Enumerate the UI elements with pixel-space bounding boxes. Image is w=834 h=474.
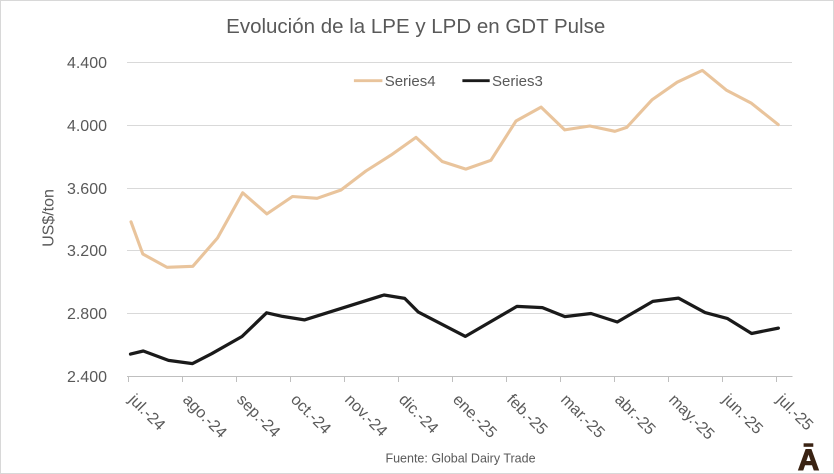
svg-text:Evolución de la LPE y LPD en G: Evolución de la LPE y LPD en GDT Pulse (226, 15, 605, 38)
svg-text:4.000: 4.000 (67, 118, 107, 135)
svg-text:4.400: 4.400 (67, 55, 107, 72)
svg-text:feb.-25: feb.-25 (503, 391, 550, 438)
svg-text:dic.-24: dic.-24 (395, 391, 441, 437)
svg-text:jul.-24: jul.-24 (124, 391, 168, 435)
svg-text:3.200: 3.200 (67, 243, 107, 260)
svg-text:abr.-25: abr.-25 (611, 391, 658, 438)
svg-text:ago.-24: ago.-24 (179, 391, 229, 441)
svg-text:may.-25: may.-25 (665, 391, 717, 443)
svg-text:US$/ton: US$/ton (41, 189, 58, 247)
svg-text:2.400: 2.400 (67, 369, 107, 386)
svg-text:Fuente: Global Dairy Trade: Fuente: Global Dairy Trade (385, 452, 535, 466)
svg-text:2.800: 2.800 (67, 306, 107, 323)
svg-text:jul.-25: jul.-25 (772, 391, 816, 435)
svg-text:3.600: 3.600 (67, 181, 107, 198)
svg-text:jun.-25: jun.-25 (718, 391, 765, 438)
svg-text:Series3: Series3 (492, 73, 543, 90)
svg-text:nov.-24: nov.-24 (341, 391, 390, 440)
svg-text:Series4: Series4 (385, 73, 436, 90)
svg-text:A: A (798, 444, 819, 474)
svg-text:sep.-24: sep.-24 (233, 391, 283, 441)
svg-text:ene.-25: ene.-25 (449, 391, 499, 441)
svg-text:mar.-25: mar.-25 (557, 391, 607, 441)
svg-text:oct.-24: oct.-24 (287, 391, 334, 438)
